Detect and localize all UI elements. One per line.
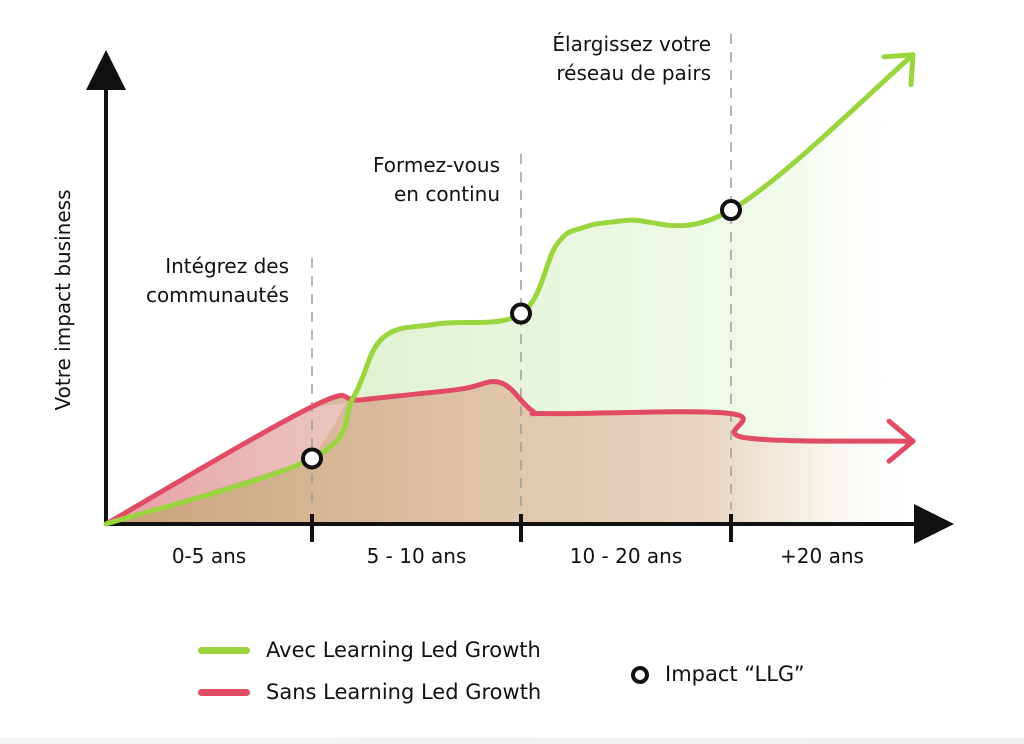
chart-legend: Avec Learning Led Growth Sans Learning L… xyxy=(198,640,918,730)
legend-label-without-llg: Sans Learning Led Growth xyxy=(266,680,542,704)
milestone-label-1-line-1: Intégrez des xyxy=(165,254,289,278)
x-category-label-1: 0-5 ans xyxy=(172,544,246,568)
red-series-arrowhead xyxy=(886,418,916,464)
pink-gap-fill xyxy=(106,403,346,524)
milestone-label-3: Élargissez votre réseau de pairs xyxy=(552,32,711,85)
legend-label-impact-marker: Impact “LLG” xyxy=(665,662,805,686)
milestone-label-3-line-1: Élargissez votre xyxy=(552,32,711,56)
bottom-strip xyxy=(0,738,1024,744)
milestone-label-3-line-2: réseau de pairs xyxy=(556,61,711,85)
impact-marker-1 xyxy=(301,447,323,470)
milestone-label-1-line-2: communautés xyxy=(146,283,289,307)
x-category-label-3: 10 - 20 ans xyxy=(570,544,683,568)
x-category-label-2: 5 - 10 ans xyxy=(367,544,467,568)
y-axis-label: Votre impact business xyxy=(51,189,75,410)
green-line-legend-icon xyxy=(198,647,250,654)
impact-marker-3 xyxy=(720,199,742,222)
x-category-label-4: +20 ans xyxy=(780,544,864,568)
milestone-label-2: Formez-vous en continu xyxy=(373,153,500,206)
series-line-sans-llg xyxy=(103,379,916,527)
legend-label-with-llg: Avec Learning Led Growth xyxy=(266,638,541,662)
red-line-legend-icon xyxy=(198,689,250,696)
impact-marker-legend-icon xyxy=(631,665,649,684)
milestone-label-1: Intégrez des communautés xyxy=(146,254,289,307)
impact-marker-2 xyxy=(510,302,532,325)
milestone-label-2-line-2: en continu xyxy=(394,182,500,206)
legend-item-impact-marker: Impact “LLG” xyxy=(631,664,805,685)
legend-item-without-llg: Sans Learning Led Growth xyxy=(198,682,541,703)
green-area-fill xyxy=(106,54,913,525)
legend-item-with-llg: Avec Learning Led Growth xyxy=(198,640,541,661)
green-series-arrowhead xyxy=(881,52,916,88)
milestone-label-2-line-1: Formez-vous xyxy=(373,153,500,177)
